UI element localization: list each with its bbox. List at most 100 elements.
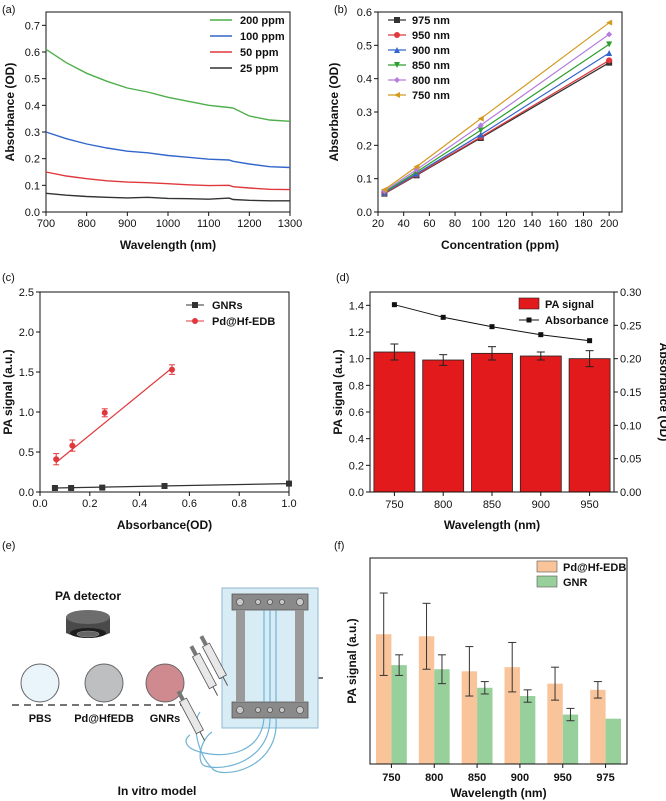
absorbance-point bbox=[391, 302, 397, 308]
bar-gnr bbox=[434, 669, 450, 764]
y-axis-label: Absorbance (OD) bbox=[327, 63, 341, 162]
x-tick-label: 20 bbox=[372, 218, 384, 230]
legend-marker bbox=[192, 318, 198, 324]
x-tick-label: 1100 bbox=[197, 218, 221, 230]
bar-pd-hf-edb bbox=[504, 667, 520, 764]
data-point bbox=[413, 163, 420, 170]
circle-label-pbs: PBS bbox=[29, 713, 52, 725]
in-vitro-model-diagram: PA detector PBS Pd@HfEDB GNRs bbox=[12, 587, 328, 798]
series-line-800-nm bbox=[384, 33, 610, 192]
x-tick-label: 900 bbox=[511, 772, 529, 784]
x-tick-label: 750 bbox=[382, 772, 400, 784]
legend-marker bbox=[394, 92, 400, 98]
x-tick-label: 950 bbox=[554, 772, 572, 784]
bar-gnr bbox=[519, 696, 536, 764]
legend-marker bbox=[394, 77, 400, 83]
legend-label: GNRs bbox=[212, 300, 243, 312]
x-tick-label: 850 bbox=[468, 772, 486, 784]
data-point bbox=[51, 485, 58, 491]
y-tick-label: 0.0 bbox=[357, 207, 372, 219]
legend-label: 25 ppm bbox=[240, 63, 279, 75]
y-tick-label: 0.3 bbox=[357, 107, 372, 119]
phantom-holder bbox=[221, 587, 319, 729]
legend-swatch bbox=[536, 575, 558, 588]
y-tick-label: 1.2 bbox=[349, 327, 364, 339]
data-point bbox=[606, 41, 613, 48]
pa-detector-label: PA detector bbox=[55, 589, 121, 603]
legend-swatch bbox=[536, 560, 558, 573]
bar-pd-hf-edb bbox=[590, 689, 606, 764]
y-tick-label: 0.6 bbox=[349, 407, 364, 419]
sample-circle-pd-hfedb bbox=[84, 663, 124, 703]
chart-a-absorbance-spectra: 700 800 900 1000 1100 1200 1300 0.0 0.1 0.2 0.3 0.4… bbox=[3, 11, 302, 252]
legend-label: 800 nm bbox=[412, 75, 450, 87]
x-axis-label: Wavelength (nm) bbox=[120, 238, 216, 252]
chart-c-pa-vs-absorbance: 0.0 0.2 0.4 0.6 0.8 1.0 0.0 0.5 1.0 1.5 2.0 2.5 GNRs… bbox=[1, 287, 297, 532]
data-point bbox=[168, 366, 175, 373]
y-axis-label: PA signal (a.u.) bbox=[345, 618, 359, 703]
x-tick-label: 900 bbox=[118, 218, 136, 230]
y2-tick-label: 0.20 bbox=[620, 354, 641, 366]
legend-label: 975 nm bbox=[412, 15, 450, 27]
y-tick-label: 0.5 bbox=[357, 40, 372, 52]
y-tick-label: 0.4 bbox=[349, 434, 364, 446]
x-tick-label: 0.4 bbox=[132, 498, 147, 510]
absorbance-point bbox=[489, 324, 495, 330]
series-line-50-ppm bbox=[45, 171, 291, 191]
plot-frame bbox=[369, 557, 628, 765]
data-point bbox=[606, 57, 613, 64]
data-point bbox=[161, 483, 168, 489]
x-tick-label: 180 bbox=[574, 218, 592, 230]
legend-label: GNR bbox=[563, 577, 588, 589]
bar-pa-signal bbox=[373, 351, 416, 493]
y-tick-label: 0.0 bbox=[25, 207, 40, 219]
x-tick-label: 160 bbox=[549, 218, 567, 230]
y-tick-label: 0.2 bbox=[25, 154, 40, 166]
absorbance-point bbox=[440, 314, 446, 320]
x-tick-label: 0.6 bbox=[182, 498, 197, 510]
y-tick-label: 1.0 bbox=[19, 407, 34, 419]
chart-b-absorbance-concentration: 20 40 60 80 100 120 140 160 180 200 0.0 0.1 0.2 0.3 0.… bbox=[327, 7, 623, 252]
y-axis-label: PA signal (a.u.) bbox=[331, 349, 345, 434]
diagram-caption: In vitro model bbox=[118, 784, 197, 798]
x-tick-label: 1.0 bbox=[281, 498, 296, 510]
sample-circle-pbs bbox=[20, 663, 60, 703]
legend-marker bbox=[394, 32, 400, 38]
x-tick-label: 800 bbox=[425, 772, 443, 784]
bar-pd-hf-edb bbox=[375, 634, 392, 764]
x-axis-label: Wavelength (nm) bbox=[444, 518, 540, 532]
data-point bbox=[381, 186, 388, 193]
data-point bbox=[606, 19, 613, 26]
series-line-25-ppm bbox=[45, 192, 290, 202]
data-point bbox=[606, 31, 613, 38]
legend-label: 850 nm bbox=[412, 60, 450, 72]
series-line-100-ppm bbox=[45, 131, 291, 169]
x-tick-label: 120 bbox=[497, 218, 515, 230]
bar-pa-signal bbox=[471, 352, 513, 493]
legend-marker bbox=[192, 302, 198, 308]
bar-pa-signal bbox=[519, 355, 562, 493]
circle-label-gnrs: GNRs bbox=[150, 713, 181, 725]
bar-pd-hf-edb bbox=[418, 636, 435, 764]
legend-label: 200 ppm bbox=[240, 15, 285, 27]
x-tick-label: 975 bbox=[596, 772, 614, 784]
y-tick-label: 2.0 bbox=[19, 327, 34, 339]
series-line-750-nm bbox=[384, 22, 610, 191]
x-tick-label: 200 bbox=[600, 218, 618, 230]
y2-tick-label: 0.15 bbox=[620, 387, 641, 399]
y-tick-label: 0.0 bbox=[349, 487, 364, 499]
y-tick-label: 0.8 bbox=[349, 380, 364, 392]
sample-circle-gnrs bbox=[145, 663, 185, 703]
y-tick-label: 2.5 bbox=[19, 287, 34, 299]
bar-pa-signal bbox=[422, 359, 465, 493]
y2-tick-label: 0.10 bbox=[620, 420, 641, 432]
y-tick-label: 0.1 bbox=[357, 174, 372, 186]
data-point bbox=[286, 480, 292, 487]
legend-label: 950 nm bbox=[412, 30, 450, 42]
y2-tick-label: 0.30 bbox=[620, 287, 641, 299]
chart-f-pa-comparison-bars: 750 800 850 900 950 975 Pd@Hf-EDB GNR Wavelength… bbox=[345, 557, 628, 800]
y-tick-label: 0.5 bbox=[25, 74, 40, 86]
legend-label: 900 nm bbox=[412, 45, 450, 57]
x-tick-label: 0.8 bbox=[232, 498, 247, 510]
absorbance-point bbox=[587, 338, 593, 344]
